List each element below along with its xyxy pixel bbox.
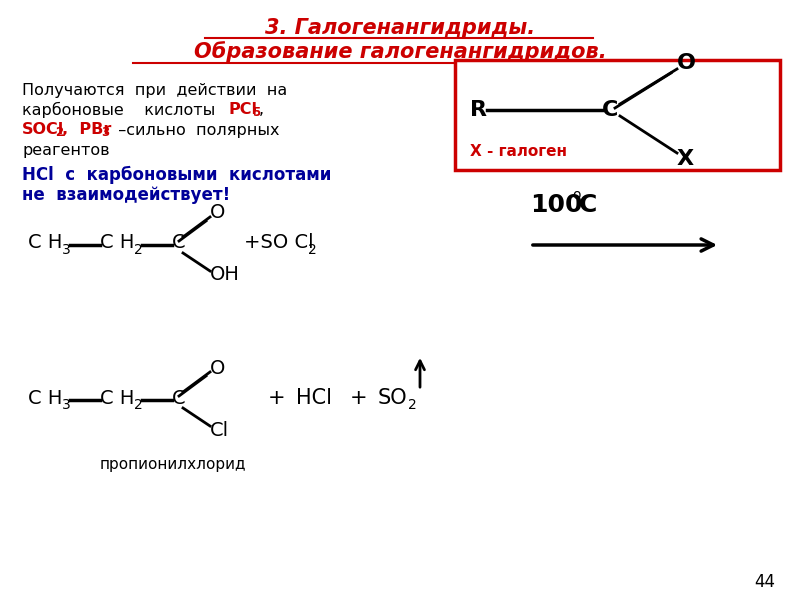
Text: 2: 2 <box>134 243 142 257</box>
Text: C: C <box>172 389 186 407</box>
Text: 2: 2 <box>408 398 417 412</box>
Text: –сильно  полярных: –сильно полярных <box>108 122 279 137</box>
Text: C: C <box>602 100 618 120</box>
Text: C H: C H <box>100 233 134 253</box>
Text: 2: 2 <box>134 398 142 412</box>
Text: 44: 44 <box>754 573 775 591</box>
Text: C: C <box>579 193 598 217</box>
Text: R: R <box>470 100 487 120</box>
Text: OH: OH <box>210 265 240 284</box>
Text: O: O <box>677 53 696 73</box>
Text: Cl: Cl <box>210 421 229 439</box>
Text: SOCl: SOCl <box>22 122 64 137</box>
Text: HCl  с  карбоновыми  кислотами: HCl с карбоновыми кислотами <box>22 166 331 184</box>
Text: 100: 100 <box>530 193 582 217</box>
Text: +: + <box>350 388 368 408</box>
Text: PCl: PCl <box>228 103 257 118</box>
Text: HCl: HCl <box>296 388 332 408</box>
Text: 3. Галогенангидриды.: 3. Галогенангидриды. <box>265 18 535 38</box>
Text: +SO Cl: +SO Cl <box>244 233 314 253</box>
Text: SO: SO <box>378 388 408 408</box>
Text: o: o <box>572 188 581 202</box>
Text: 2: 2 <box>308 243 317 257</box>
Text: 2: 2 <box>55 127 63 139</box>
Text: O: O <box>210 358 226 377</box>
Text: не  взаимодействует!: не взаимодействует! <box>22 186 230 204</box>
Text: 5: 5 <box>252 107 260 119</box>
Text: пропионилхлорид: пропионилхлорид <box>100 457 246 473</box>
Text: C H: C H <box>28 233 62 253</box>
Text: C H: C H <box>100 389 134 407</box>
Bar <box>455 60 780 170</box>
Text: +: + <box>268 388 286 408</box>
Text: ,: , <box>259 103 264 118</box>
Text: 3: 3 <box>62 398 70 412</box>
Text: Получаются  при  действии  на: Получаются при действии на <box>22 82 287 97</box>
Text: ,  PBr: , PBr <box>62 122 111 137</box>
Text: C: C <box>172 233 186 253</box>
Text: карбоновые    кислоты: карбоновые кислоты <box>22 102 215 118</box>
Text: C H: C H <box>28 389 62 407</box>
Text: X: X <box>677 149 694 169</box>
Text: 3: 3 <box>101 127 109 139</box>
Text: X - галоген: X - галоген <box>470 145 567 160</box>
Text: реагентов: реагентов <box>22 142 110 157</box>
Text: 3: 3 <box>62 243 70 257</box>
Text: Образование галогенангидридов.: Образование галогенангидридов. <box>194 41 606 62</box>
Text: O: O <box>210 203 226 223</box>
